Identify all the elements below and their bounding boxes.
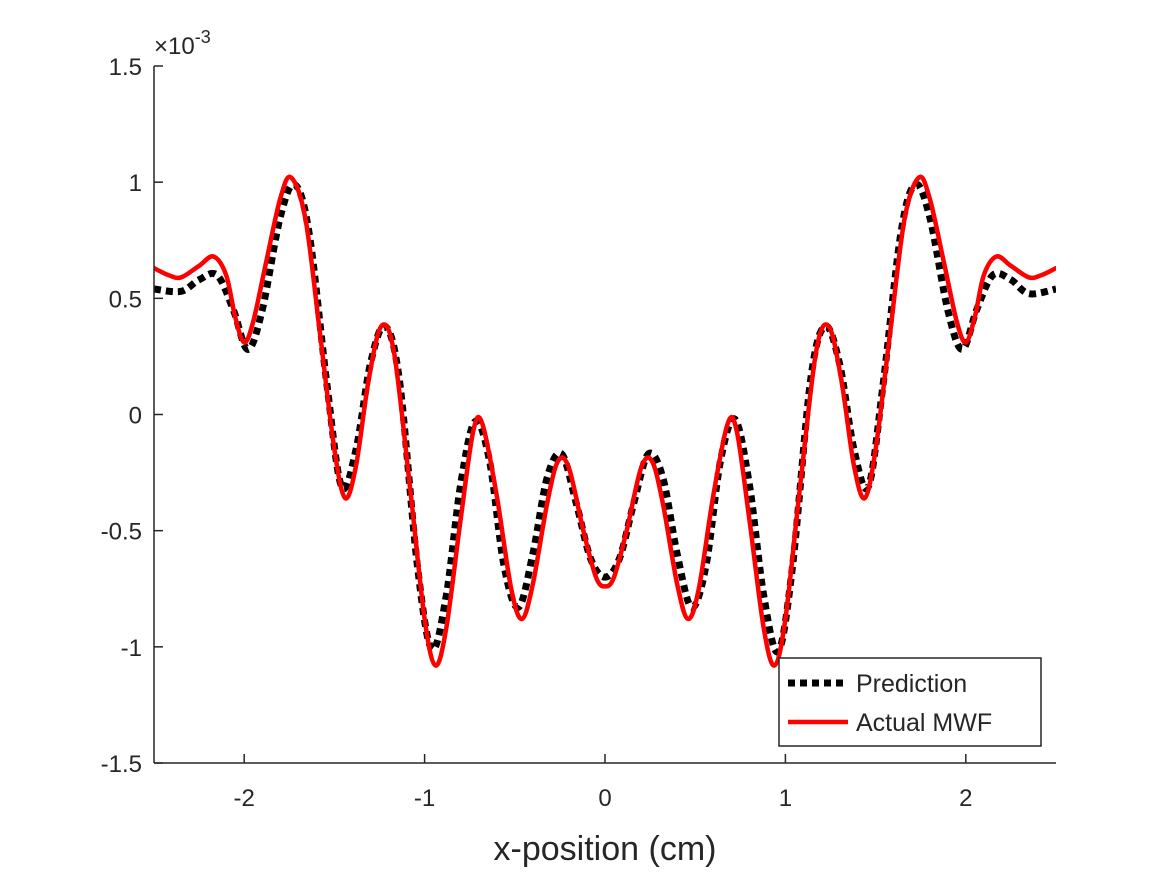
series-line-prediction xyxy=(154,180,1056,656)
y-tick-label: -1 xyxy=(121,635,142,662)
y-tick-label: 0.5 xyxy=(109,286,142,313)
x-axis-title: x-position (cm) xyxy=(494,830,717,868)
y-tick-label: 0 xyxy=(129,403,142,430)
legend-label-actual-mwf: Actual MWF xyxy=(856,709,992,737)
y-tick-label: -0.5 xyxy=(101,519,142,546)
x-tick-label: 0 xyxy=(598,785,611,812)
y-tick-label: 1 xyxy=(129,170,142,197)
y-exponent-label: ×10-3 xyxy=(154,27,211,60)
x-ticks: -2 -1 0 1 2 xyxy=(234,754,972,812)
x-tick-label: -1 xyxy=(414,785,435,812)
legend: Prediction Actual MWF xyxy=(778,657,1042,747)
legend-box xyxy=(778,657,1042,747)
y-tick-label: -1.5 xyxy=(101,751,142,778)
x-tick-label: 2 xyxy=(959,785,972,812)
x-tick-label: 1 xyxy=(779,785,792,812)
x-tick-label: -2 xyxy=(234,785,255,812)
legend-label-prediction: Prediction xyxy=(856,670,967,698)
series-line-actual-mwf xyxy=(154,174,1056,668)
series-layer xyxy=(154,174,1056,668)
y-tick-label: 1.5 xyxy=(109,54,142,81)
y-ticks: -1.5 -1 -0.5 0 0.5 1 1.5 xyxy=(101,54,163,778)
